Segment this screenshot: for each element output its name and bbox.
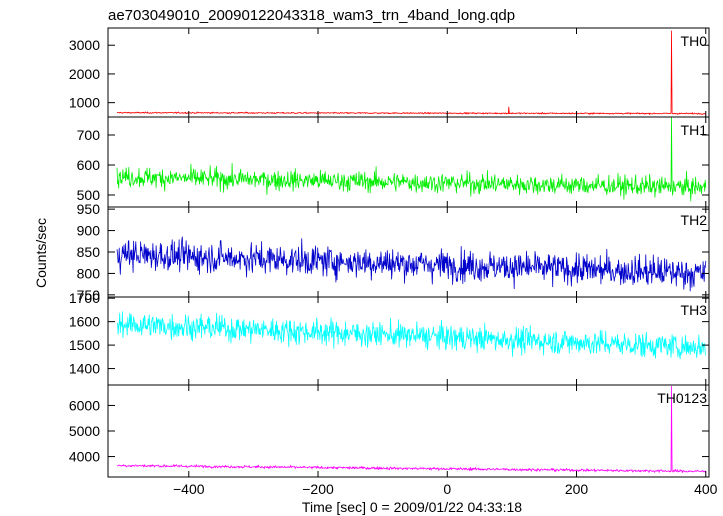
panel-label: TH1 <box>681 122 708 138</box>
panel-label: TH0 <box>681 33 708 49</box>
panel-th1: 500 600 700 TH1 <box>77 116 710 208</box>
y-tick-label: 2000 <box>69 66 100 82</box>
y-tick-label: 1700 <box>69 290 100 306</box>
y-tick-label: 1500 <box>69 337 100 353</box>
x-axis-label: Time [sec] 0 = 2009/01/22 04:33:18 <box>302 499 522 515</box>
y-tick-label: 5000 <box>69 423 100 439</box>
series-line-th1 <box>116 117 707 202</box>
y-tick-label: 600 <box>77 157 101 173</box>
y-axis-label: Counts/sec <box>33 218 49 288</box>
y-tick-label: 3000 <box>69 37 100 53</box>
panel-label: TH2 <box>681 212 708 228</box>
y-tick-label: 500 <box>77 187 101 203</box>
series-line-th2 <box>116 236 707 292</box>
panel-th0: 1000 2000 3000 TH0 <box>69 27 710 118</box>
x-tick-label: 400 <box>694 481 718 497</box>
panel-frame <box>107 206 710 298</box>
series-line-th0123 <box>116 385 707 473</box>
series-line-th0 <box>116 30 707 115</box>
chart-title: ae703049010_20090122043318_wam3_trn_4ban… <box>108 7 515 24</box>
x-tick-label: −400 <box>173 481 205 497</box>
panel-label: TH3 <box>681 302 708 318</box>
y-tick-label: 1000 <box>69 95 100 111</box>
y-tick-label: 6000 <box>69 397 100 413</box>
series-line-th3 <box>116 311 707 360</box>
x-tick-label: 200 <box>565 481 589 497</box>
panel-th2: 750 800 850 900 950 TH2 <box>77 201 710 303</box>
panel-frame <box>107 116 710 208</box>
y-tick-label: 1400 <box>69 361 100 377</box>
y-tick-label: 900 <box>77 223 101 239</box>
y-tick-label: 700 <box>77 127 101 143</box>
x-tick-label: −200 <box>302 481 334 497</box>
panel-label: TH0123 <box>657 390 707 406</box>
x-tick-label: 0 <box>443 481 451 497</box>
panel-th3: 1400 1500 1600 1700 TH3 <box>69 290 710 386</box>
y-tick-label: 750 <box>77 287 101 303</box>
panel-th0123: 4000 5000 6000 TH0123 <box>69 384 710 478</box>
panel-frame <box>107 27 710 118</box>
panel-frame <box>107 384 710 478</box>
y-tick-label: 1600 <box>69 314 100 330</box>
y-tick-label: 950 <box>77 201 101 217</box>
y-tick-label: 4000 <box>69 449 100 465</box>
y-tick-label: 800 <box>77 265 101 281</box>
y-tick-label: 850 <box>77 244 101 260</box>
